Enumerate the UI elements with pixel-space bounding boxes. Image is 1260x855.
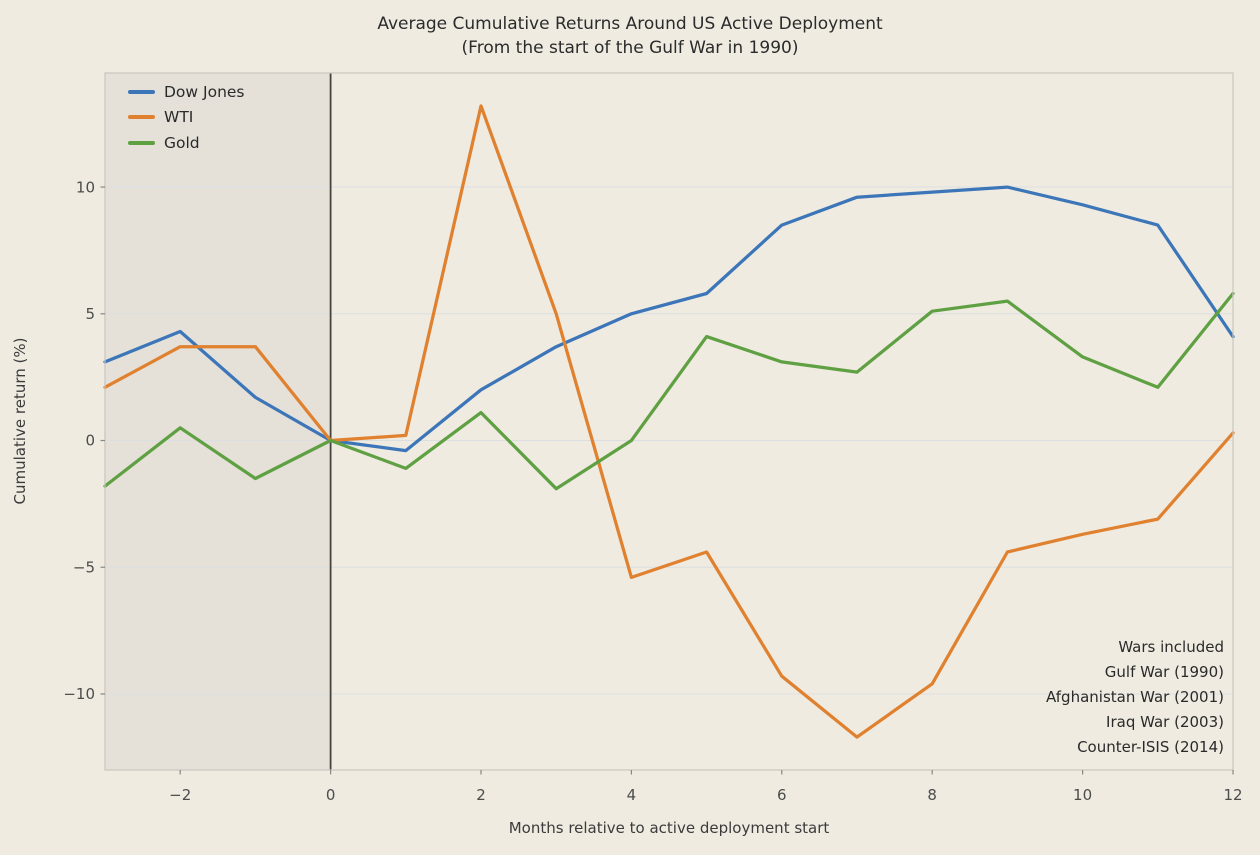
x-tick-label: 8 <box>927 786 937 804</box>
x-tick-label: 6 <box>777 786 787 804</box>
x-axis-label: Months relative to active deployment sta… <box>509 819 830 837</box>
wars-annotation-line: Iraq War (2003) <box>1106 713 1224 731</box>
series-line-wti <box>103 104 1235 739</box>
legend-line-swatch <box>128 115 155 120</box>
wars-annotation: Wars included Gulf War (1990) Afghanista… <box>1046 635 1224 760</box>
wars-annotation-line: Gulf War (1990) <box>1104 663 1224 681</box>
x-tick-label: 10 <box>1073 786 1092 804</box>
y-axis-label: Cumulative return (%) <box>11 338 29 505</box>
series-line-dow-jones <box>103 185 1235 453</box>
legend: Dow Jones WTI Gold <box>128 79 245 156</box>
x-tick-label: −2 <box>169 786 191 804</box>
legend-label: Dow Jones <box>164 82 245 101</box>
x-tick-label: 2 <box>476 786 486 804</box>
pre-deployment-shaded-region <box>105 73 331 770</box>
plot-area: −2 0 2 4 6 8 10 12 −10 −5 0 5 10 <box>63 72 1243 804</box>
legend-line-swatch <box>128 89 155 94</box>
y-tick-label: 10 <box>76 178 95 196</box>
x-tick-label: 0 <box>326 786 336 804</box>
series-line-gold <box>103 291 1235 491</box>
legend-item-gold: Gold <box>128 130 245 156</box>
wars-annotation-header: Wars included <box>1118 638 1224 656</box>
y-tick-label: 5 <box>85 305 95 323</box>
y-tick-label: −5 <box>73 558 95 576</box>
legend-line-swatch <box>128 140 155 145</box>
x-tick-label: 12 <box>1223 786 1242 804</box>
y-tick-label: −10 <box>63 685 95 703</box>
axes-frame <box>104 72 1234 771</box>
chart-title-line1: Average Cumulative Returns Around US Act… <box>377 14 883 34</box>
legend-item-dow-jones: Dow Jones <box>128 79 245 105</box>
chart-title: Average Cumulative Returns Around US Act… <box>0 12 1260 60</box>
chart-title-line2: (From the start of the Gulf War in 1990) <box>461 38 799 58</box>
wars-annotation-line: Afghanistan War (2001) <box>1046 688 1224 706</box>
wars-annotation-line: Counter-ISIS (2014) <box>1077 738 1224 756</box>
legend-label: Gold <box>164 133 200 152</box>
legend-item-wti: WTI <box>128 105 245 131</box>
x-tick-label: 4 <box>627 786 637 804</box>
legend-label: WTI <box>164 108 194 127</box>
y-tick-label: 0 <box>85 432 95 450</box>
